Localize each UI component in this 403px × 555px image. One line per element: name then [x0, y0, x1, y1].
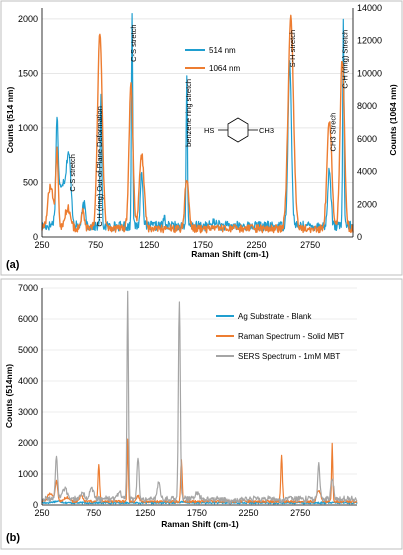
panel-b-x-ticks: 250 750 1250 1750 2250 2750 [34, 508, 310, 518]
peak-annotation: S-H stretch [288, 30, 297, 68]
panel-a-y-right-ticks: 0 2000 4000 6000 8000 10000 12000 14000 [357, 3, 382, 242]
x-tick-label: 1750 [187, 508, 207, 518]
panel-a-x-axis-title: Raman Shift (cm-1) [191, 249, 269, 259]
x-tick-label: 2750 [300, 240, 320, 250]
y-tick-label: 1500 [18, 68, 38, 78]
panel-a-axes [41, 8, 354, 238]
series-line-0 [41, 13, 354, 232]
y-tick-label: 2000 [18, 438, 38, 448]
y-tick-label: 500 [23, 177, 38, 187]
panel-b-frame [0, 278, 403, 550]
panel-a-y-left-title: Counts (514 nm) [5, 87, 15, 154]
panel-b-legend-label-blank: Ag Substrate - Blank [238, 312, 312, 321]
y-right-tick-label: 8000 [357, 101, 377, 111]
peak-annotation: CH3 Strech [329, 113, 338, 152]
y-right-tick-label: 14000 [357, 3, 382, 13]
molecule-label-hs: HS [204, 126, 214, 135]
y-right-tick-label: 4000 [357, 167, 377, 177]
peak-annotation: benzene ring stretch [184, 79, 193, 147]
peak-annotation: C-H (ring) Stretch [340, 30, 349, 89]
panel-a-grid [42, 18, 353, 238]
y-tick-label: 7000 [18, 283, 38, 293]
molecule-structure: HS CH3 [204, 117, 274, 143]
panel-a-y-right-title: Counts (1064 nm) [388, 84, 398, 155]
peak-annotation: C-H (ring) Out-of-Plane Deformation [95, 106, 104, 226]
panel-b-legend-label-sers: SERS Spectrum - 1mM MBT [238, 352, 340, 361]
y-tick-label: 6000 [18, 314, 38, 324]
panel-b-axes [41, 288, 357, 506]
x-tick-label: 2250 [246, 240, 266, 250]
panel-b-label: (b) [6, 532, 20, 544]
panel-b-legend: Ag Substrate - Blank Raman Spectrum - So… [216, 312, 344, 361]
panel-a-annotations: C-S stretch C-H (ring) Out-of-Plane Defor… [68, 24, 349, 226]
x-tick-label: 1750 [193, 240, 213, 250]
benzene-ring [227, 117, 249, 143]
y-tick-label: 4000 [18, 376, 38, 386]
y-right-tick-label: 2000 [357, 199, 377, 209]
panel-a-series [41, 13, 354, 234]
peak-annotation: C-S stretch [129, 24, 138, 62]
y-right-tick-label: 12000 [357, 36, 382, 46]
panel-b-series [41, 290, 358, 505]
panel-a-label: (a) [6, 259, 20, 271]
y-tick-label: 3000 [18, 407, 38, 417]
y-tick-label: 1000 [18, 469, 38, 479]
y-tick-label: 5000 [18, 345, 38, 355]
y-tick-label: 0 [33, 232, 38, 242]
panel-a-legend: 514 nm 1064 nm [185, 46, 240, 73]
molecule-label-ch3: CH3 [259, 126, 274, 135]
panel-b-y-axis-title: Counts (514nm) [4, 364, 14, 428]
panel-b-x-axis-title: Raman Shift (cm-1) [161, 519, 239, 529]
panel-a-frame [0, 0, 403, 276]
series-line-2 [41, 290, 358, 505]
y-right-tick-label: 6000 [357, 134, 377, 144]
y-tick-label: 1000 [18, 123, 38, 133]
panel-a-x-ticks: 250 750 1250 1750 2250 2750 [34, 240, 320, 250]
y-tick-label: 0 [33, 500, 38, 510]
x-tick-label: 1250 [139, 240, 159, 250]
panel-a-legend-label-1064: 1064 nm [209, 64, 240, 73]
panel-a-legend-label-514: 514 nm [209, 46, 236, 55]
x-tick-label: 250 [34, 240, 49, 250]
y-right-tick-label: 0 [357, 232, 362, 242]
x-tick-label: 2750 [290, 508, 310, 518]
peak-annotation: C-S stretch [68, 154, 77, 192]
x-tick-label: 750 [86, 508, 101, 518]
x-tick-label: 2250 [239, 508, 259, 518]
panel-a-y-left-ticks: 0 500 1000 1500 2000 [18, 14, 38, 242]
x-tick-label: 250 [34, 508, 49, 518]
y-tick-label: 2000 [18, 14, 38, 24]
panel-b-y-ticks: 0 1000 2000 3000 4000 5000 6000 7000 [18, 283, 38, 510]
x-tick-label: 1250 [135, 508, 155, 518]
x-tick-label: 750 [88, 240, 103, 250]
series-line-1 [41, 14, 354, 234]
y-right-tick-label: 10000 [357, 68, 382, 78]
panel-b-legend-label-solid: Raman Spectrum - Solid MBT [238, 332, 344, 341]
